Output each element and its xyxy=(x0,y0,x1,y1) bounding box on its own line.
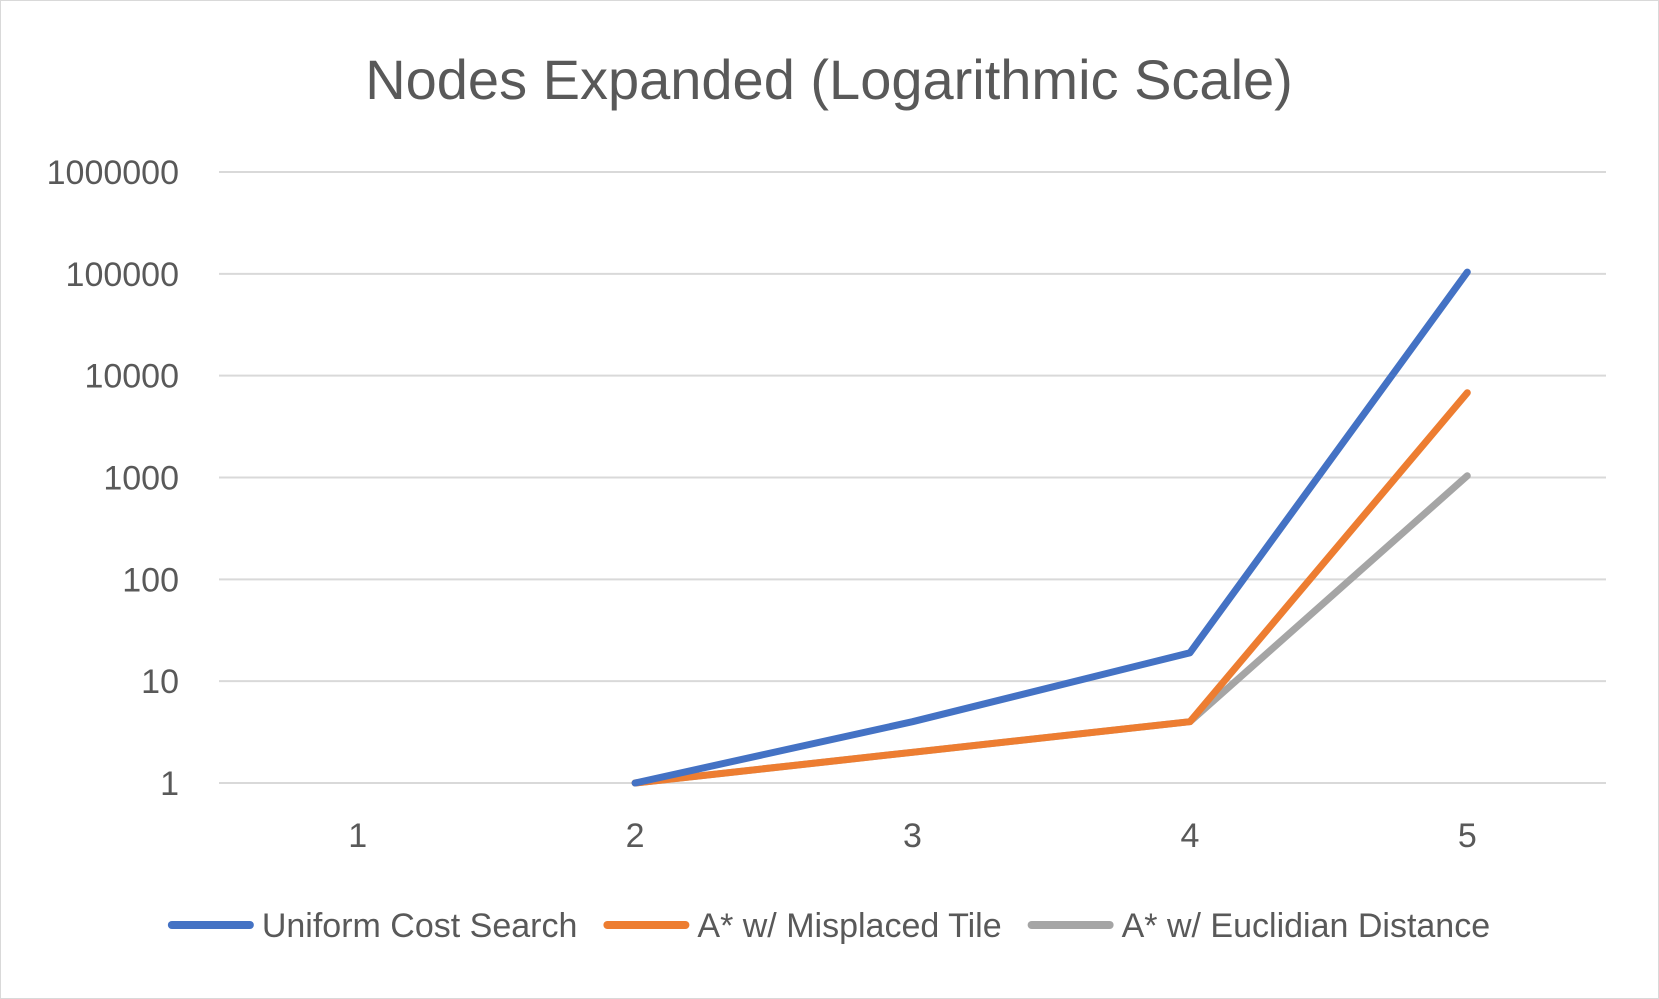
y-tick-label: 1000000 xyxy=(47,154,179,192)
legend-label: Uniform Cost Search xyxy=(262,907,578,945)
legend: Uniform Cost Search A* w/ Misplaced Tile A… xyxy=(167,907,1491,945)
series-line-1 xyxy=(631,268,1471,787)
y-tick-label: 1 xyxy=(160,765,179,803)
y-axis-tick-labels: 1 10 100 1000 10000 100000 1000000 xyxy=(47,154,179,803)
gridlines xyxy=(219,171,1606,784)
y-tick-label: 10000 xyxy=(84,358,179,396)
x-tick-label: 1 xyxy=(348,817,367,855)
legend-label: A* w/ Euclidian Distance xyxy=(1122,907,1491,945)
x-tick-label: 2 xyxy=(626,817,645,855)
legend-item: A* w/ Misplaced Tile xyxy=(603,907,1002,945)
legend-item: Uniform Cost Search xyxy=(167,907,578,945)
y-tick-label: 10 xyxy=(141,663,179,701)
x-tick-label: 3 xyxy=(903,817,922,855)
legend-item: A* w/ Euclidian Distance xyxy=(1027,907,1491,945)
x-axis-tick-labels: 1 2 3 4 5 xyxy=(348,817,1477,855)
legend-label: A* w/ Misplaced Tile xyxy=(697,907,1001,945)
y-tick-label: 100000 xyxy=(66,256,179,294)
y-tick-label: 1000 xyxy=(103,460,179,498)
chart-title: Nodes Expanded (Logarithmic Scale) xyxy=(365,48,1293,111)
x-tick-label: 5 xyxy=(1458,817,1477,855)
data-series xyxy=(631,268,1471,787)
series-line-2 xyxy=(631,389,1471,787)
x-tick-label: 4 xyxy=(1180,817,1199,855)
y-tick-label: 100 xyxy=(122,561,179,599)
